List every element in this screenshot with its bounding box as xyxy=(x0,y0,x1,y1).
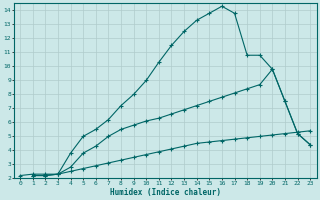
X-axis label: Humidex (Indice chaleur): Humidex (Indice chaleur) xyxy=(110,188,220,197)
